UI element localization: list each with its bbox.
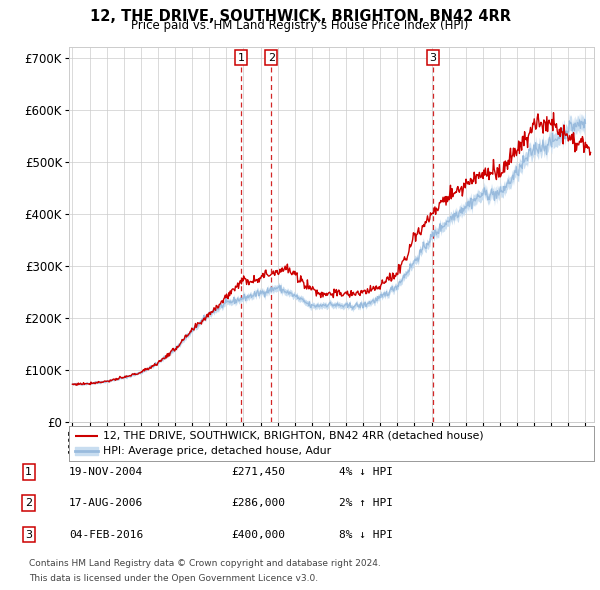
Text: HPI: Average price, detached house, Adur: HPI: Average price, detached house, Adur bbox=[103, 446, 331, 455]
Text: 1: 1 bbox=[25, 467, 32, 477]
Text: 12, THE DRIVE, SOUTHWICK, BRIGHTON, BN42 4RR (detached house): 12, THE DRIVE, SOUTHWICK, BRIGHTON, BN42… bbox=[103, 431, 484, 441]
Text: 3: 3 bbox=[25, 530, 32, 539]
Text: 2: 2 bbox=[25, 499, 32, 508]
Text: £400,000: £400,000 bbox=[231, 530, 285, 539]
Text: 4% ↓ HPI: 4% ↓ HPI bbox=[339, 467, 393, 477]
Text: £271,450: £271,450 bbox=[231, 467, 285, 477]
Text: 04-FEB-2016: 04-FEB-2016 bbox=[69, 530, 143, 539]
Text: £286,000: £286,000 bbox=[231, 499, 285, 508]
Text: 12, THE DRIVE, SOUTHWICK, BRIGHTON, BN42 4RR: 12, THE DRIVE, SOUTHWICK, BRIGHTON, BN42… bbox=[89, 9, 511, 24]
Text: 8% ↓ HPI: 8% ↓ HPI bbox=[339, 530, 393, 539]
Text: 3: 3 bbox=[430, 53, 437, 63]
Text: 1: 1 bbox=[238, 53, 245, 63]
Text: This data is licensed under the Open Government Licence v3.0.: This data is licensed under the Open Gov… bbox=[29, 574, 318, 583]
Text: 2: 2 bbox=[268, 53, 275, 63]
Text: 19-NOV-2004: 19-NOV-2004 bbox=[69, 467, 143, 477]
Text: 17-AUG-2006: 17-AUG-2006 bbox=[69, 499, 143, 508]
Text: 2% ↑ HPI: 2% ↑ HPI bbox=[339, 499, 393, 508]
Text: Contains HM Land Registry data © Crown copyright and database right 2024.: Contains HM Land Registry data © Crown c… bbox=[29, 559, 380, 568]
Text: Price paid vs. HM Land Registry’s House Price Index (HPI): Price paid vs. HM Land Registry’s House … bbox=[131, 19, 469, 32]
